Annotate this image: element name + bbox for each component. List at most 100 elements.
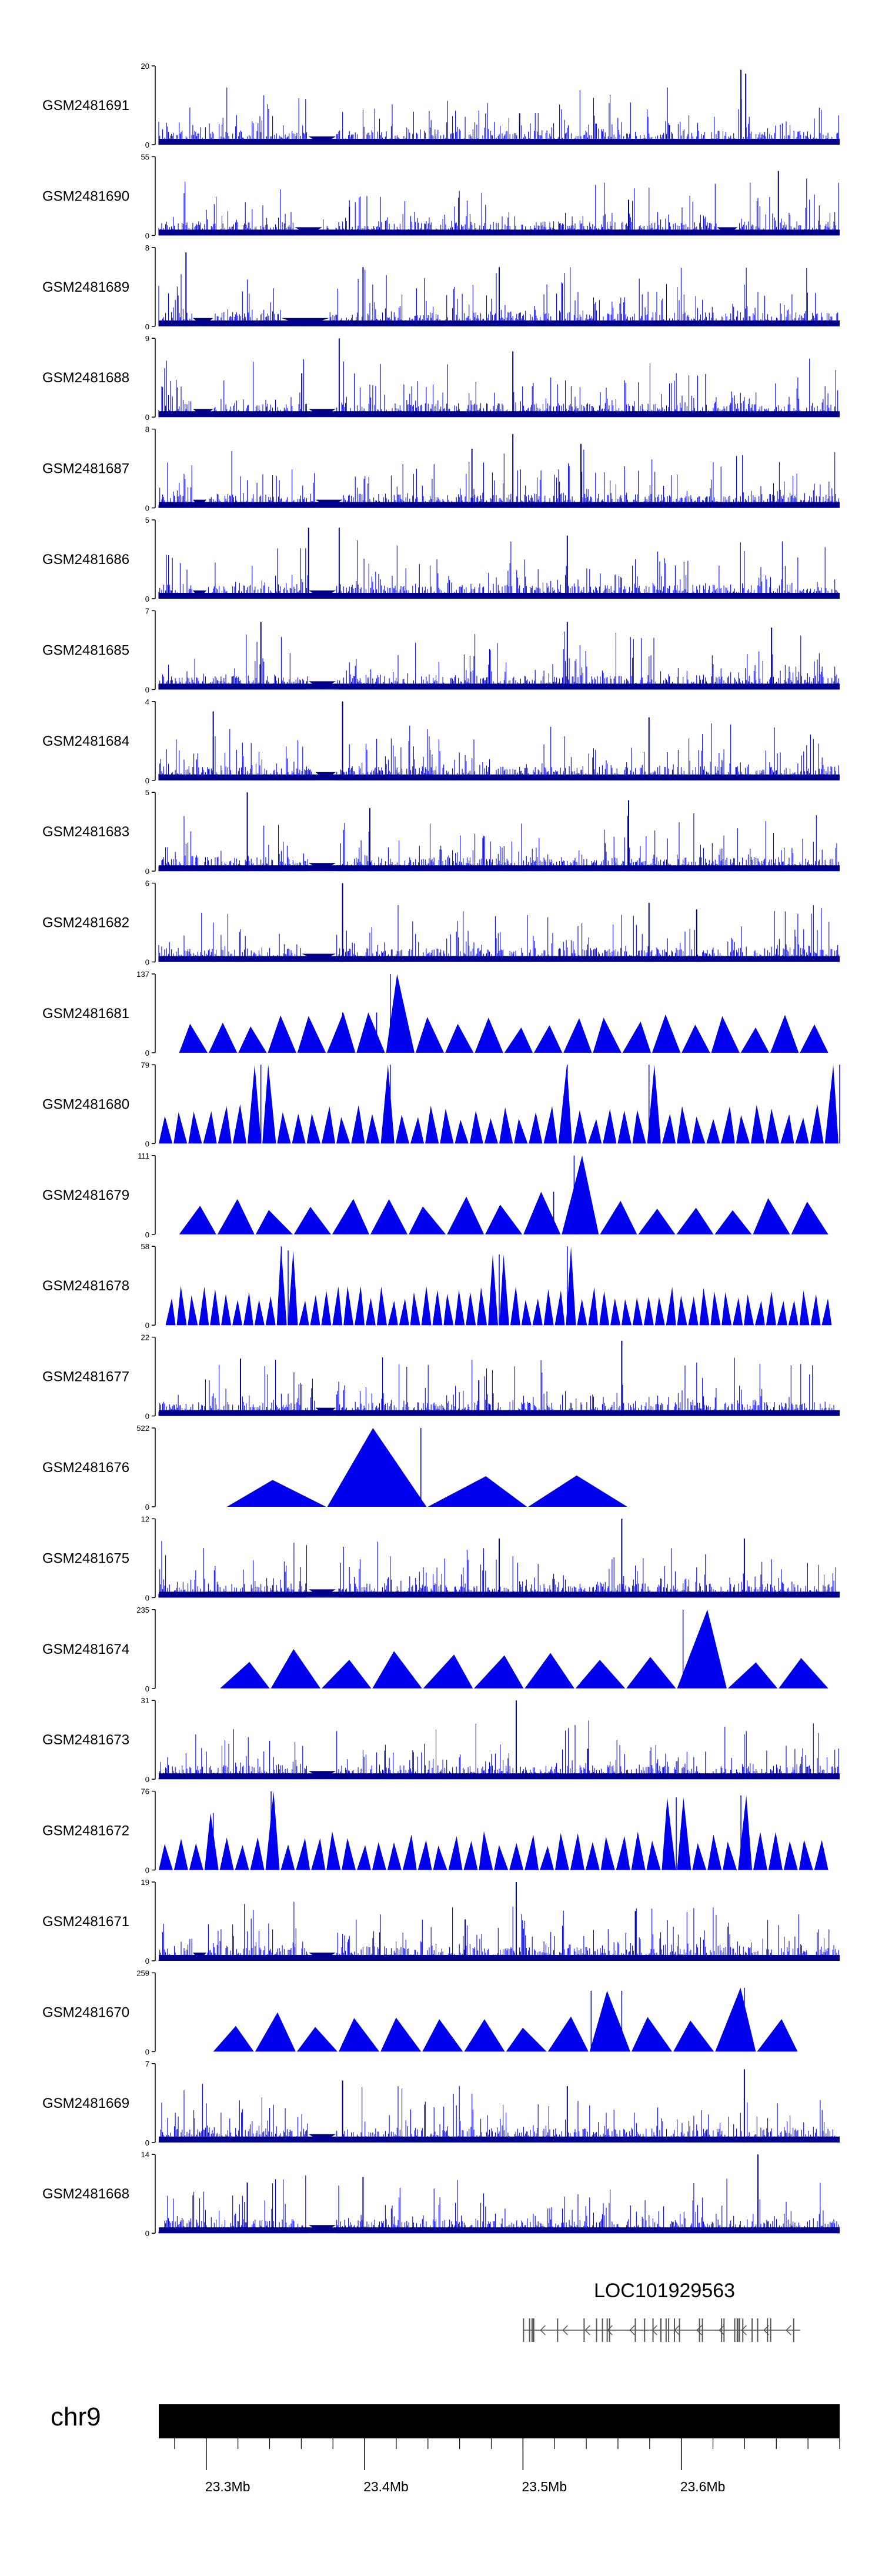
signal-triangle bbox=[554, 1290, 565, 1326]
signal-bars bbox=[158, 540, 839, 599]
signal-bars bbox=[158, 2084, 839, 2143]
gap-wedge bbox=[308, 136, 336, 145]
gap-wedge bbox=[308, 1771, 336, 1780]
signal-triangle bbox=[677, 1797, 691, 1870]
signal-bars bbox=[158, 358, 839, 418]
track-label: GSM2481673 bbox=[42, 1732, 129, 1748]
signal-triangle bbox=[288, 1250, 298, 1326]
chromosome-label: chr9 bbox=[51, 2403, 101, 2431]
signal-triangle bbox=[415, 1017, 445, 1053]
track-label: GSM2481671 bbox=[42, 1914, 129, 1930]
signal-triangle bbox=[485, 1204, 523, 1234]
signal-triangle bbox=[355, 1286, 365, 1326]
y-tick-max-label: 6 bbox=[145, 879, 149, 888]
signal-triangle bbox=[688, 1296, 699, 1326]
signal-triangle bbox=[339, 2018, 380, 2052]
signal-triangle bbox=[423, 1654, 473, 1689]
signal-triangle bbox=[727, 1662, 778, 1689]
signal-base bbox=[159, 2136, 840, 2143]
signal-triangle bbox=[575, 1660, 626, 1689]
gap-wedge bbox=[308, 590, 336, 599]
signal-bars bbox=[158, 905, 839, 962]
signal-triangle bbox=[799, 1290, 810, 1326]
signal-triangle bbox=[326, 1831, 341, 1870]
y-tick-max-label: 76 bbox=[141, 1787, 149, 1796]
track-label: GSM2481681 bbox=[42, 1006, 129, 1022]
signal-triangle bbox=[199, 1286, 209, 1326]
track-GSM2481678: GSM2481678 58 0 bbox=[42, 1242, 832, 1330]
signal-triangle bbox=[603, 1109, 617, 1144]
signal-triangle bbox=[327, 1012, 356, 1053]
signal-triangle bbox=[165, 1298, 176, 1326]
signal-triangle bbox=[469, 1110, 483, 1144]
strand-arrow bbox=[741, 2325, 747, 2335]
signal-bars bbox=[158, 2175, 839, 2234]
signal-triangle bbox=[499, 1107, 513, 1144]
signal-triangle bbox=[204, 1813, 219, 1870]
signal-triangle bbox=[402, 1834, 417, 1870]
track-GSM2481672: GSM2481672 76 0 bbox=[42, 1787, 828, 1875]
signal-bars bbox=[158, 1720, 839, 1780]
signal-base bbox=[159, 774, 840, 780]
signal-triangle bbox=[824, 1065, 838, 1144]
gap-wedge bbox=[281, 318, 329, 326]
signal-triangle bbox=[463, 1841, 478, 1870]
signal-triangle bbox=[327, 1428, 427, 1507]
track-label: GSM2481676 bbox=[42, 1460, 129, 1476]
signal-triangle bbox=[547, 2016, 589, 2052]
track-GSM2481671: GSM2481671 19 0 bbox=[42, 1878, 840, 1966]
signal-triangle bbox=[159, 1844, 173, 1870]
signal-triangle bbox=[179, 1023, 208, 1053]
signal-triangle bbox=[600, 1836, 615, 1870]
signal-bars bbox=[158, 1357, 839, 1416]
y-tick-min-label: 0 bbox=[145, 2138, 149, 2147]
track-GSM2481679: GSM2481679 111 0 bbox=[42, 1152, 828, 1239]
signal-triangle bbox=[646, 1840, 661, 1870]
track-GSM2481680: GSM2481680 79 0 bbox=[42, 1060, 840, 1148]
signal-triangle bbox=[721, 1292, 732, 1326]
signal-triangle bbox=[356, 1012, 385, 1053]
track-label: GSM2481678 bbox=[42, 1278, 129, 1294]
y-tick-max-label: 235 bbox=[136, 1606, 149, 1614]
signal-triangle bbox=[372, 1842, 386, 1870]
track-GSM2481670: GSM2481670 259 0 bbox=[42, 1968, 798, 2056]
signal-triangle bbox=[736, 1115, 750, 1144]
signal-triangle bbox=[788, 1300, 799, 1326]
track-label: GSM2481686 bbox=[42, 552, 129, 568]
track-GSM2481685: GSM2481685 7 0 bbox=[42, 606, 840, 694]
strand-arrow bbox=[696, 2325, 702, 2335]
signal-triangle bbox=[417, 1840, 432, 1870]
signal-triangle bbox=[524, 1653, 574, 1689]
signal-triangle bbox=[799, 1840, 813, 1870]
signal-triangle bbox=[755, 1300, 765, 1326]
signal-triangle bbox=[510, 1286, 520, 1326]
strand-arrow bbox=[763, 2325, 769, 2335]
signal-triangle bbox=[297, 1016, 326, 1053]
signal-triangle bbox=[529, 1112, 543, 1144]
signal-triangle bbox=[445, 1023, 474, 1053]
signal-triangle bbox=[299, 1300, 309, 1326]
signal-triangle bbox=[521, 1300, 532, 1326]
signal-triangle bbox=[666, 1287, 676, 1326]
signal-triangle bbox=[376, 1286, 387, 1326]
signal-triangle bbox=[691, 1116, 706, 1144]
track-label: GSM2481690 bbox=[42, 188, 129, 204]
signal-triangle bbox=[243, 1292, 253, 1326]
signal-base bbox=[159, 229, 840, 236]
signal-base bbox=[159, 1773, 840, 1780]
y-tick-min-label: 0 bbox=[145, 2047, 149, 2056]
signal-bars bbox=[158, 1901, 839, 1961]
signal-triangle bbox=[570, 1833, 584, 1870]
y-tick-min-label: 0 bbox=[145, 595, 149, 603]
signal-triangle bbox=[432, 1290, 443, 1326]
y-tick-max-label: 20 bbox=[141, 62, 149, 71]
signal-triangle bbox=[395, 1115, 409, 1144]
signal-triangle bbox=[343, 1286, 354, 1326]
signal-triangle bbox=[311, 1838, 326, 1870]
y-tick-max-label: 8 bbox=[145, 425, 149, 434]
track-GSM2481691: GSM2481691 20 0 bbox=[42, 62, 840, 149]
signal-base bbox=[159, 139, 840, 145]
y-tick-max-label: 7 bbox=[145, 606, 149, 615]
signal-triangle bbox=[159, 1116, 173, 1144]
